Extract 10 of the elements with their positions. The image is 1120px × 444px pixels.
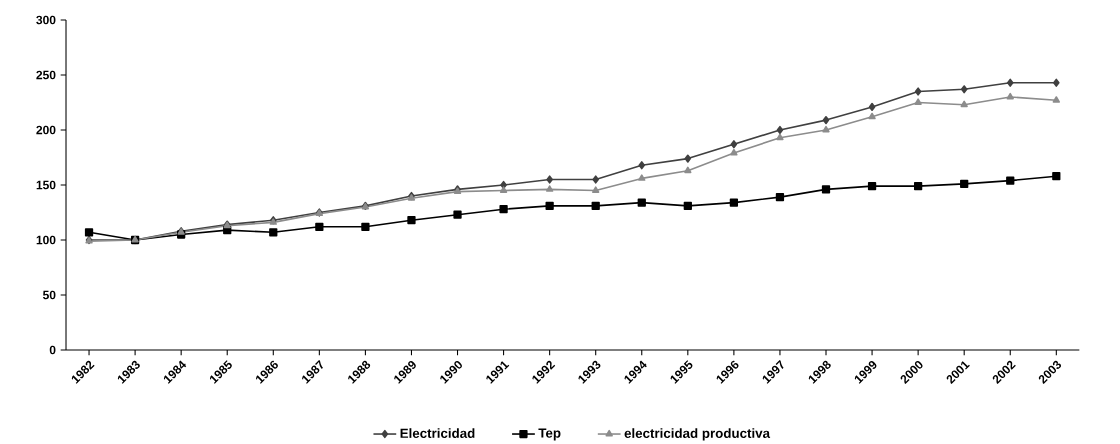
- legend-label: electricidad productiva: [624, 428, 771, 441]
- legend-label: Tep: [538, 428, 561, 441]
- y-tick-label: 100: [36, 235, 56, 245]
- y-tick-label: 150: [36, 180, 56, 190]
- legend-label: Electricidad: [400, 428, 475, 438]
- y-tick-label: 300: [36, 15, 56, 25]
- y-tick-label: 200: [36, 125, 56, 135]
- y-tick-label: 250: [36, 70, 56, 80]
- y-tick-label: 50: [42, 290, 56, 300]
- y-tick-label: 0: [49, 345, 56, 355]
